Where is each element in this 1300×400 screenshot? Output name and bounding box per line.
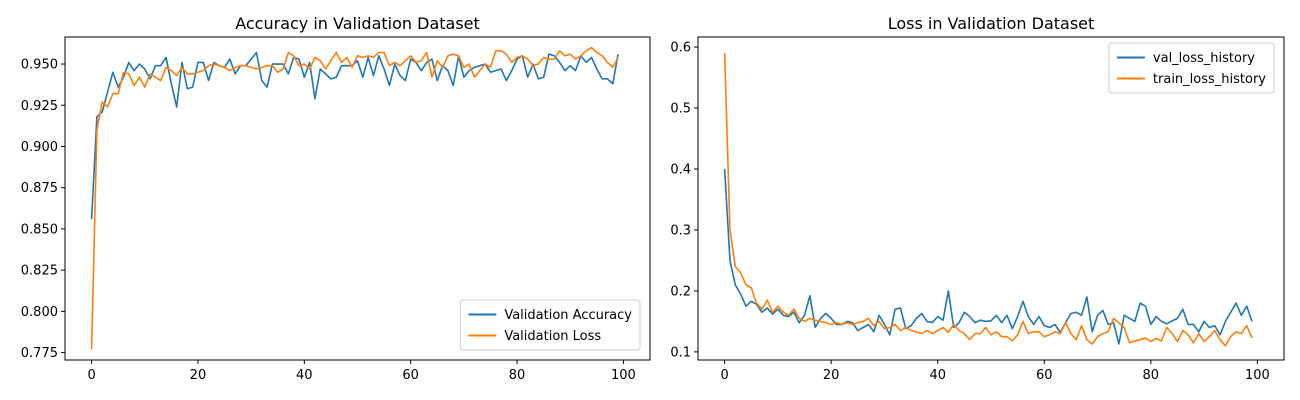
legend-label: train_loss_history [1153,72,1266,87]
y-tick-label: 0.925 [21,99,58,114]
legend-box [1108,42,1275,94]
x-tick-label: 20 [190,368,207,383]
legend-label: Validation Accuracy [504,308,632,323]
chart-title: Accuracy in Validation Dataset [235,14,480,33]
series-line-0 [723,168,1253,345]
y-tick-label: 0.5 [670,102,691,117]
y-tick-label: 0.775 [21,346,58,361]
accuracy-chart: Accuracy in Validation Dataset 0 20 40 60 80… [21,14,651,383]
legend-label: val_loss_history [1153,51,1255,66]
y-tick-label: 0.800 [21,305,58,320]
legend-box [459,299,641,351]
y-tick-label: 0.875 [21,181,58,196]
series-line-0 [90,51,619,220]
y-tick-label: 0.6 [670,41,691,56]
series-line-1 [723,53,1253,347]
x-tick-label: 60 [402,368,419,383]
x-tick-label: 100 [1245,368,1270,383]
loss-chart: Loss in Validation Dataset 0 20 40 60 80 100 0… [670,14,1285,383]
y-tick-label: 0.825 [21,264,58,279]
x-tick-label: 80 [509,368,526,383]
x-tick-label: 80 [1143,368,1160,383]
x-tick-label: 0 [87,368,95,383]
y-tick-label: 0.1 [670,345,691,360]
legend-label: Validation Loss [504,329,601,344]
y-tick-label: 0.850 [21,222,58,237]
plot-frame [697,36,1285,361]
y-tick-label: 0.900 [21,140,58,155]
chart-title: Loss in Validation Dataset [888,14,1095,33]
legend: Validation Accuracy Validation Loss [459,299,641,351]
legend: val_loss_history train_loss_history [1108,42,1275,94]
x-tick-label: 20 [823,368,840,383]
y-tick-label: 0.4 [670,162,691,177]
y-tick-label: 0.2 [670,284,691,299]
y-tick-label: 0.950 [21,58,58,73]
x-tick-label: 0 [720,368,728,383]
plot-frame [64,36,651,361]
x-tick-label: 40 [296,368,313,383]
x-tick-label: 60 [1036,368,1053,383]
series-line-1 [90,46,619,350]
x-tick-label: 100 [611,368,636,383]
x-tick-label: 40 [929,368,946,383]
y-tick-label: 0.3 [670,223,691,238]
